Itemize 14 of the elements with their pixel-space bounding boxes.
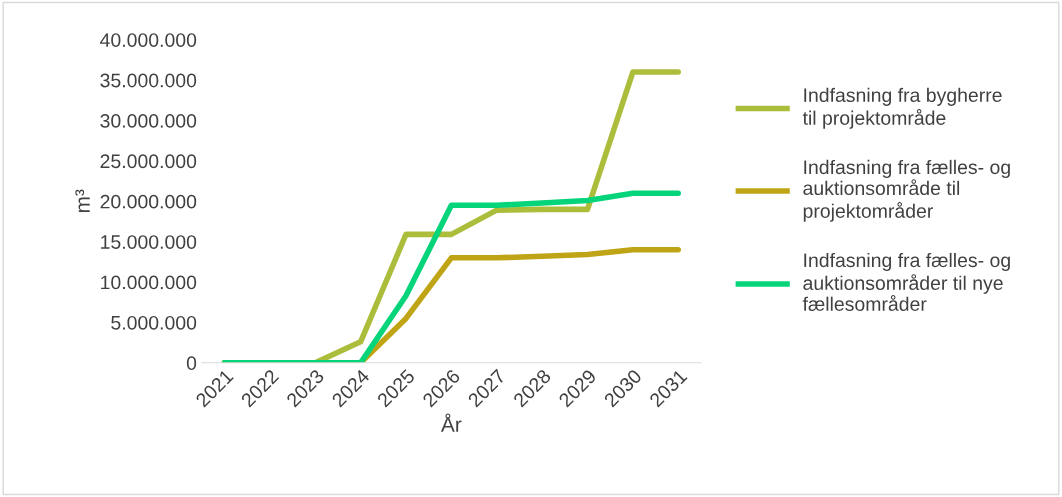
x-axis-title: År xyxy=(440,413,462,432)
y-tick-label: 20.000.000 xyxy=(100,194,197,209)
y-tick-label: 25.000.000 xyxy=(100,154,197,169)
y-tick-label: 35.000.000 xyxy=(100,73,197,88)
legend-label: Indfasning fra bygherre til projektområde xyxy=(802,87,1002,129)
y-tick-label: 0 xyxy=(186,356,197,371)
legend-label: Indfasning fra fælles- og auktionsområder til nye fællesområder xyxy=(802,252,1010,311)
legend-label: Indfasning fra fælles- og auktionsområde til projektområder xyxy=(803,159,1010,222)
y-tick-label: 15.000.000 xyxy=(101,235,197,249)
y-tick-label: 10.000.000 xyxy=(101,275,197,290)
y-axis-title: m³ xyxy=(75,189,90,213)
y-tick-label: 40.000.000 xyxy=(100,33,197,47)
y-tick-label: 5.000.000 xyxy=(111,315,197,330)
y-tick-label: 30.000.000 xyxy=(100,113,197,128)
